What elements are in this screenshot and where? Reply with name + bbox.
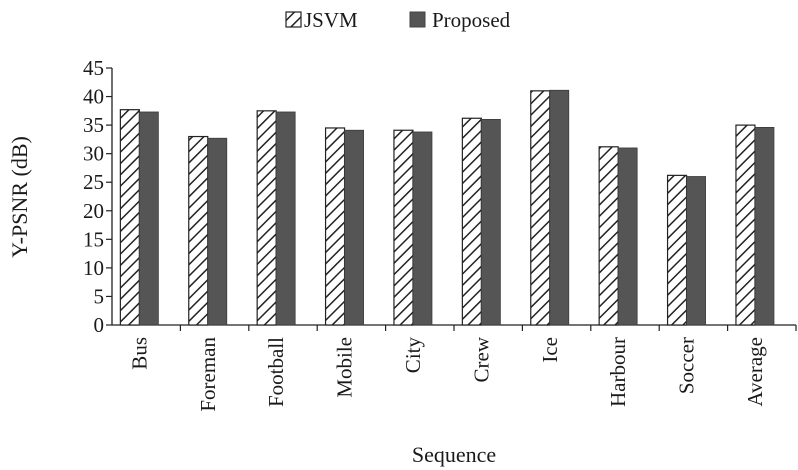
bar-jsvm-foreman xyxy=(188,135,209,326)
x-tick-label: Soccer xyxy=(675,337,699,394)
bar-proposed-crew xyxy=(480,119,501,326)
bar-proposed-foreman xyxy=(207,137,228,326)
bar-jsvm-soccer xyxy=(666,174,688,326)
bar-proposed-harbour xyxy=(617,147,638,326)
bar-jsvm-football xyxy=(256,110,277,326)
bars xyxy=(119,89,775,326)
x-tick-label: Foreman xyxy=(196,337,220,412)
legend-label-proposed: Proposed xyxy=(432,8,511,32)
bar-proposed-bus xyxy=(138,111,159,326)
x-tick-label: Harbour xyxy=(606,337,630,407)
bar-jsvm-ice xyxy=(530,90,551,326)
y-tick-label: 0 xyxy=(94,313,105,337)
y-tick-label: 10 xyxy=(83,256,104,280)
bar-proposed-city xyxy=(412,131,433,326)
bar-jsvm-average xyxy=(735,124,756,326)
y-tick-label: 5 xyxy=(94,284,105,308)
bar-proposed-football xyxy=(275,111,296,326)
x-tick-label: Ice xyxy=(538,337,562,363)
x-tick-label: Average xyxy=(743,337,767,407)
bar-proposed-soccer xyxy=(686,176,706,326)
bar-proposed-ice xyxy=(549,89,570,326)
y-tick-label: 45 xyxy=(83,56,104,80)
y-tick-label: 20 xyxy=(83,199,104,223)
x-tick-label: City xyxy=(401,337,425,374)
x-tick-label: Crew xyxy=(469,336,493,382)
legend-swatch-jsvm xyxy=(285,11,302,28)
bar-jsvm-harbour xyxy=(598,146,619,326)
y-tick-label: 30 xyxy=(83,142,104,166)
bar-jsvm-mobile xyxy=(324,127,346,326)
y-tick-label: 40 xyxy=(83,85,104,109)
legend-label-jsvm: JSVM xyxy=(304,8,358,32)
y-tick-label: 25 xyxy=(83,170,104,194)
legend-swatch-proposed xyxy=(409,11,426,28)
bar-proposed-mobile xyxy=(344,129,364,326)
x-tick-label: Football xyxy=(264,337,288,407)
bar-jsvm-bus xyxy=(119,109,140,326)
bar-proposed-average xyxy=(754,126,775,326)
y-ticks: 0 5 10 15 20 25 30 35 40 45 xyxy=(83,56,112,337)
bar-jsvm-city xyxy=(393,129,414,326)
x-axis-title: Sequence xyxy=(412,442,496,467)
y-tick-label: 15 xyxy=(83,227,104,251)
x-tick-label: Mobile xyxy=(333,337,357,398)
y-axis-title: Y-PSNR (dB) xyxy=(7,136,32,258)
x-tick-label: Bus xyxy=(127,337,151,370)
x-tick-labels: Bus Foreman Football Mobile City Crew Ice Harbo… xyxy=(127,325,797,412)
y-tick-label: 35 xyxy=(83,113,104,137)
bar-jsvm-crew xyxy=(461,117,482,326)
legend: JSVM Proposed xyxy=(285,8,511,32)
